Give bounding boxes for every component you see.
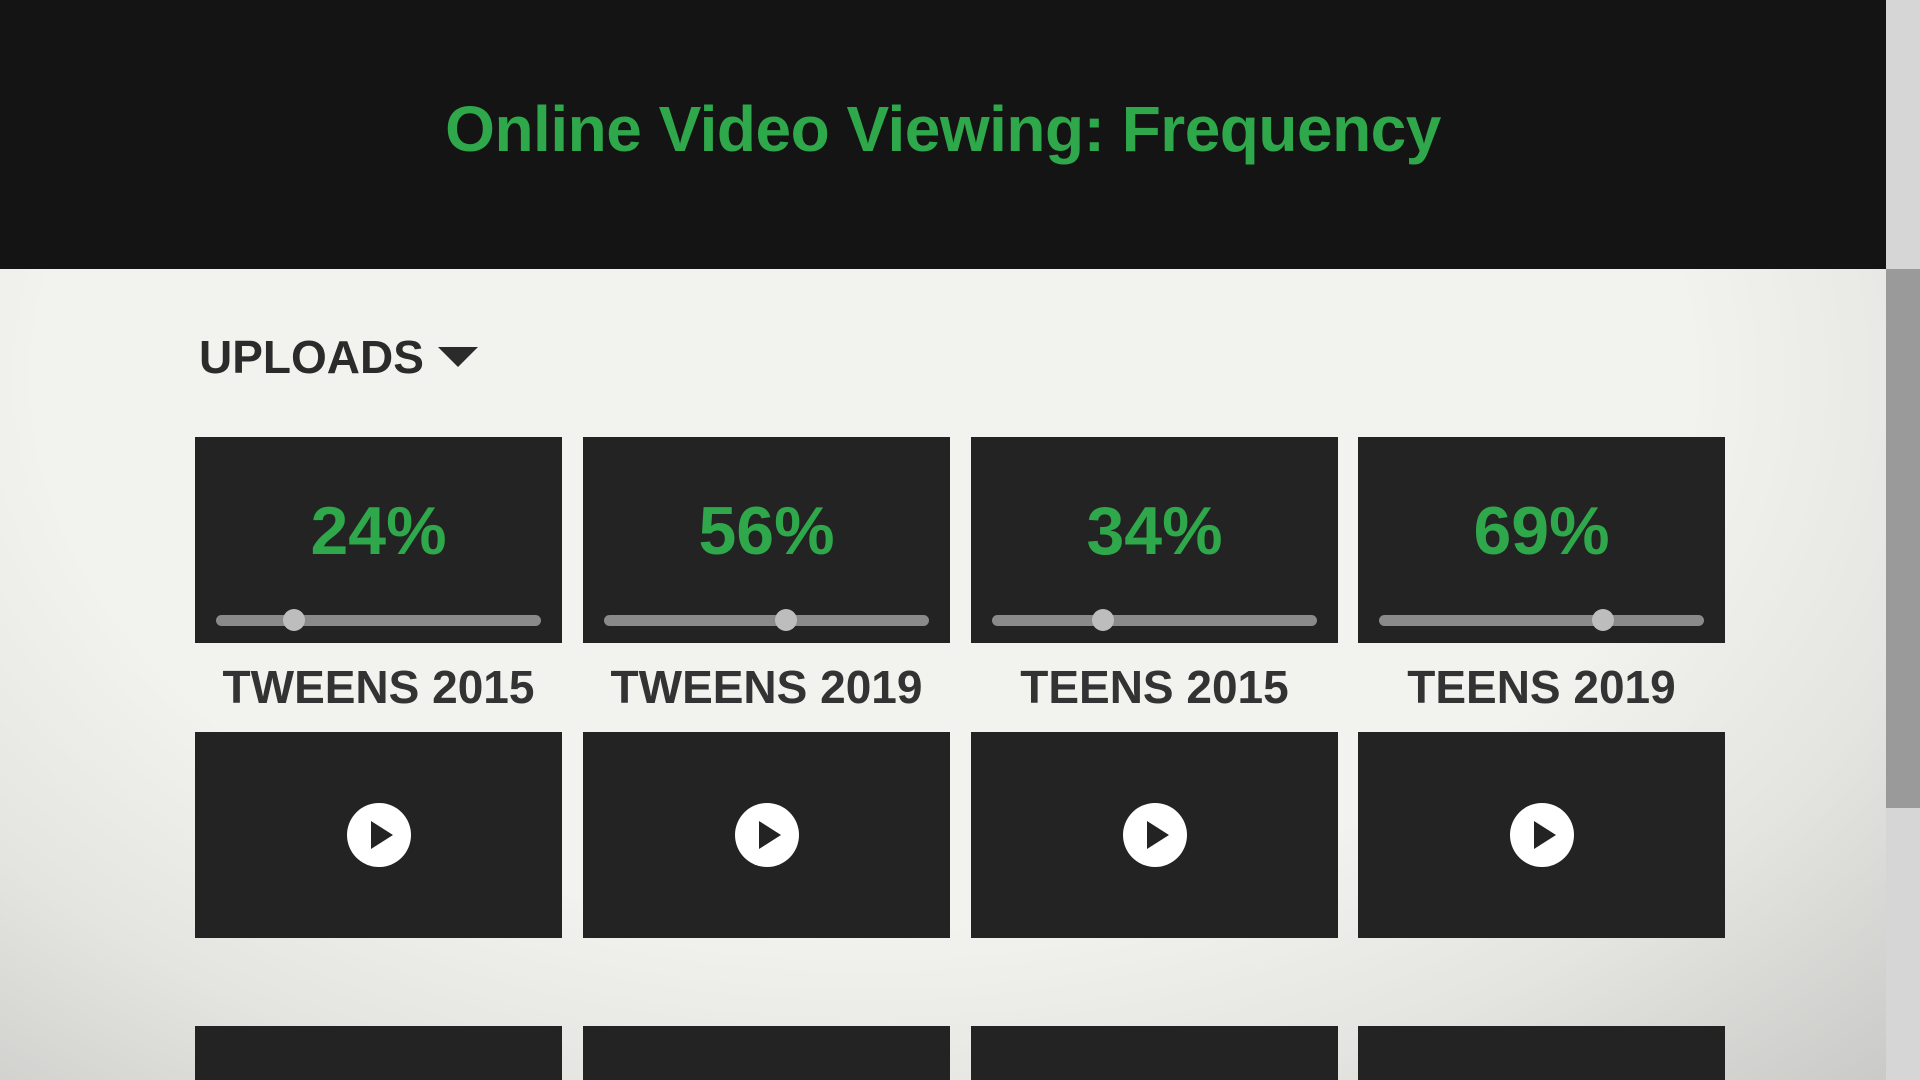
slider-track [216, 615, 541, 626]
play-button[interactable] [734, 803, 799, 867]
video-card[interactable] [1358, 1026, 1725, 1080]
stat-card [971, 437, 1338, 643]
video-card[interactable] [971, 1026, 1338, 1080]
page-title: Online Video Viewing: Frequency [445, 93, 1441, 165]
stat-card [1358, 437, 1725, 643]
play-button[interactable] [1509, 803, 1574, 867]
card-label: TEENS 2019 [1407, 661, 1676, 713]
slider-track [1379, 615, 1704, 626]
play-button[interactable] [1122, 803, 1187, 867]
slider-track [992, 615, 1317, 626]
dropdown[interactable]: UPLOADS [199, 330, 478, 384]
stat-value: 56% [698, 493, 835, 569]
card-label: TWEENS 2019 [610, 661, 923, 713]
slider-knob [1091, 609, 1114, 631]
card-label: TEENS 2015 [1020, 661, 1289, 713]
video-card[interactable] [583, 1026, 950, 1080]
dropdown-label: UPLOADS [199, 331, 424, 383]
video-card[interactable] [195, 1026, 562, 1080]
slider-knob [1592, 609, 1615, 631]
stat-value: 34% [1086, 493, 1223, 569]
play-button[interactable] [346, 803, 411, 867]
slider-knob [283, 609, 305, 631]
header: Online Video Viewing: Frequency [0, 0, 1886, 269]
stat-value: 69% [1473, 493, 1610, 569]
slider-knob [775, 609, 797, 631]
stat-card [195, 437, 562, 643]
dropdown-caret [437, 347, 478, 367]
card-label: TWEENS 2015 [222, 661, 535, 713]
scrollbar-thumb[interactable] [1886, 269, 1920, 808]
slider-track [604, 615, 929, 626]
stat-card [583, 437, 950, 643]
stat-value: 24% [310, 493, 447, 569]
